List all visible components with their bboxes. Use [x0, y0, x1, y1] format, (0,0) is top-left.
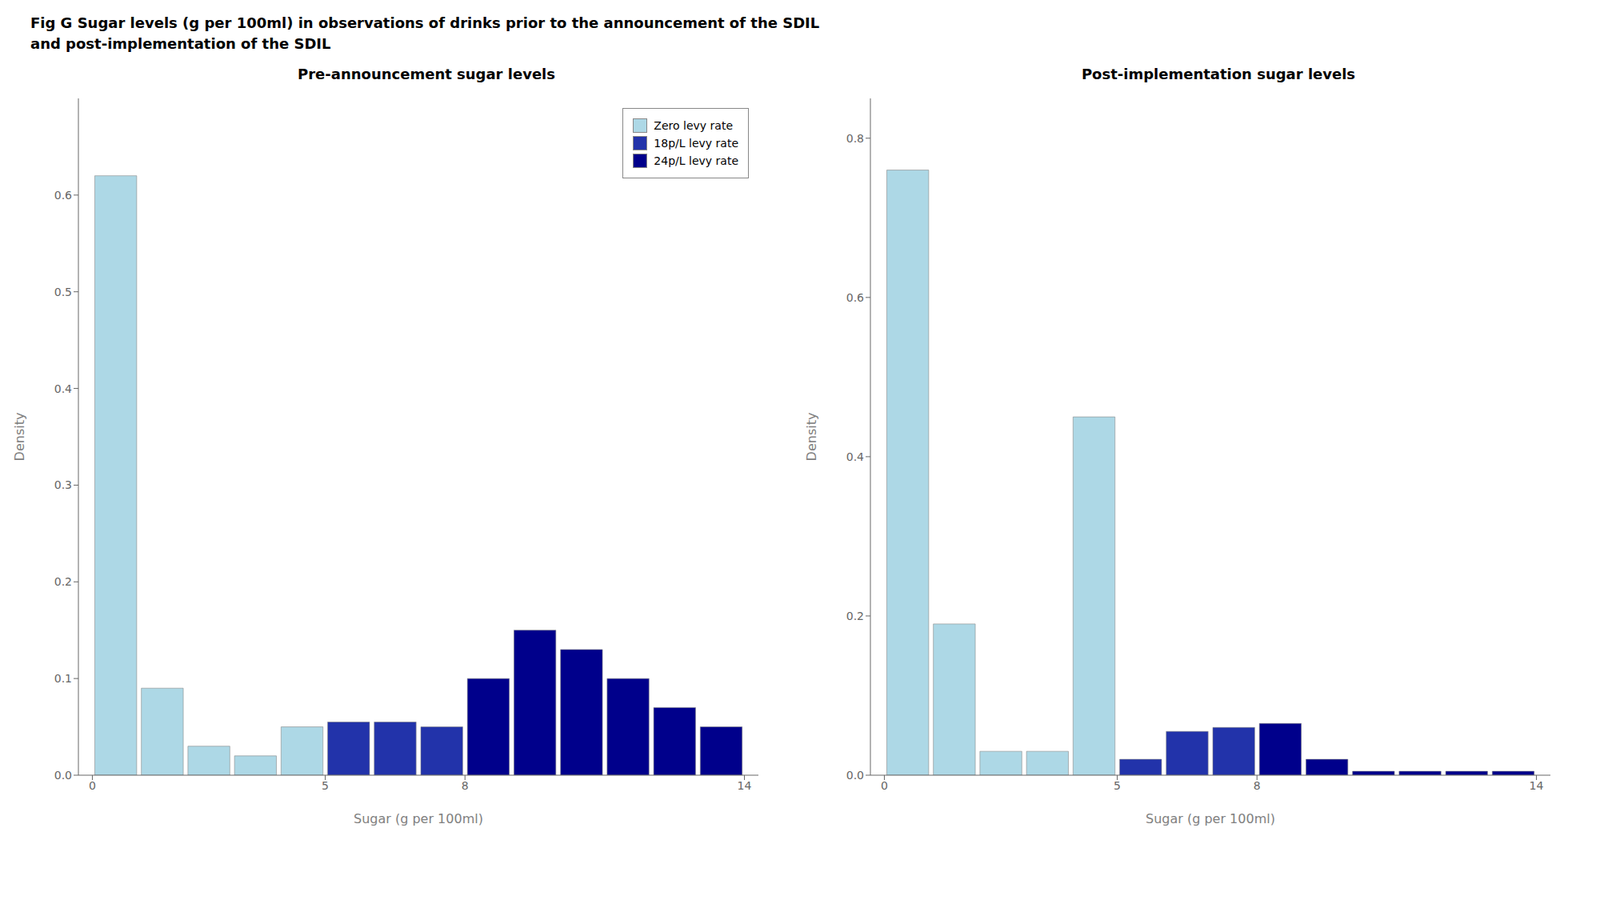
- svg-text:0.8: 0.8: [846, 132, 864, 145]
- html-text:Zero levy rate: Zero levy rate: [653, 119, 733, 132]
- svg-text:8: 8: [461, 779, 469, 792]
- html-text:Pre-announcement sugar levels: Pre-announcement sugar levels: [297, 65, 556, 83]
- svg-text:0.3: 0.3: [54, 478, 72, 492]
- svg-text:0.4: 0.4: [54, 382, 72, 396]
- svg-text:8: 8: [1253, 779, 1261, 792]
- svg-text:Density: Density: [12, 412, 28, 462]
- html-text:and post-implementation of the: and post-implementation of the SDIL: [30, 35, 331, 52]
- svg-text:0.0: 0.0: [846, 768, 864, 782]
- svg-text:0.2: 0.2: [846, 609, 864, 623]
- html-text:Fig G Sugar levels (g per 100m: Fig G Sugar levels (g per 100ml) in obse…: [30, 14, 820, 32]
- svg-text:0.5: 0.5: [54, 285, 72, 299]
- html-text:Post-implementation sugar leve: Post-implementation sugar levels: [1081, 65, 1356, 83]
- svg-text:Sugar (g per 100ml): Sugar (g per 100ml): [1145, 811, 1276, 827]
- svg-text:0.6: 0.6: [846, 291, 864, 304]
- svg-text:0.0: 0.0: [54, 768, 72, 782]
- svg-text:5: 5: [321, 779, 329, 792]
- svg-text:0: 0: [880, 779, 888, 792]
- html-text:24p/L levy rate: 24p/L levy rate: [653, 154, 739, 168]
- svg-text:0.1: 0.1: [54, 672, 72, 685]
- html-text:18p/L levy rate: 18p/L levy rate: [653, 136, 739, 150]
- svg-text:0.4: 0.4: [846, 450, 864, 464]
- svg-text:Density: Density: [804, 412, 820, 462]
- svg-text:0.6: 0.6: [54, 188, 72, 202]
- svg-text:0.2: 0.2: [54, 575, 72, 588]
- svg-text:Sugar (g per 100ml): Sugar (g per 100ml): [353, 811, 484, 827]
- svg-text:14: 14: [1529, 779, 1544, 792]
- svg-text:14: 14: [737, 779, 752, 792]
- svg-text:0: 0: [88, 779, 96, 792]
- svg-text:5: 5: [1113, 779, 1121, 792]
